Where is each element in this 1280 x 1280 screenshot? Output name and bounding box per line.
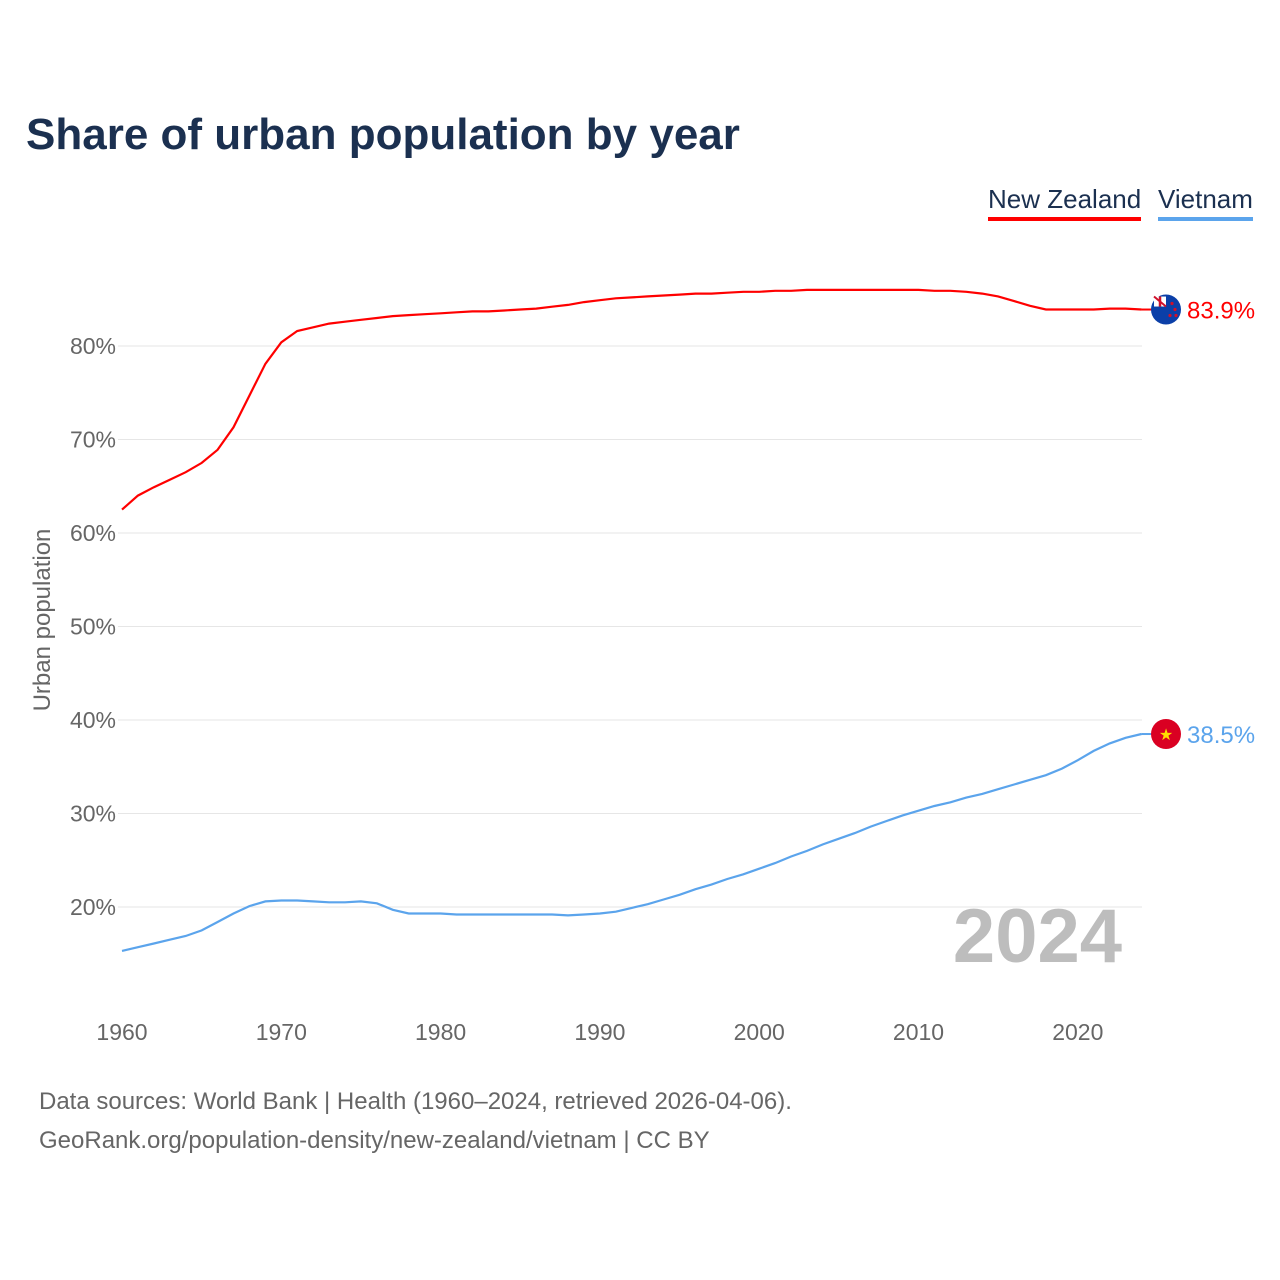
chart-title: Share of urban population by year xyxy=(26,110,740,159)
footer-sources: Data sources: World Bank | Health (1960–… xyxy=(39,1088,792,1115)
x-tick-label: 1980 xyxy=(415,1019,466,1045)
y-axis-label: Urban population xyxy=(29,529,56,712)
y-tick-label: 50% xyxy=(70,614,116,640)
series-line-new-zealand[interactable] xyxy=(121,288,1142,511)
vietnam-flag-icon: ★ xyxy=(1151,719,1181,750)
y-tick-label: 80% xyxy=(70,333,116,359)
footer-attribution[interactable]: GeoRank.org/population-density/new-zeala… xyxy=(39,1127,710,1154)
year-watermark: 2024 xyxy=(953,894,1122,979)
x-tick-label: 2020 xyxy=(1052,1019,1103,1045)
series-line-vietnam[interactable] xyxy=(121,732,1142,952)
end-value-label: 38.5% xyxy=(1187,722,1255,749)
y-tick-label: 60% xyxy=(70,520,116,546)
new-zealand-flag-icon xyxy=(1151,294,1181,325)
y-tick-label: 20% xyxy=(70,894,116,920)
end-value-label: 83.9% xyxy=(1187,298,1255,325)
legend-vietnam[interactable]: Vietnam xyxy=(1158,184,1253,221)
x-tick-label: 1970 xyxy=(256,1019,307,1045)
legend-new-zealand[interactable]: New Zealand xyxy=(988,184,1142,221)
x-tick-label: 1960 xyxy=(96,1019,147,1045)
svg-text:★: ★ xyxy=(1159,727,1173,744)
y-tick-label: 40% xyxy=(70,707,116,733)
x-tick-label: 1990 xyxy=(574,1019,625,1045)
y-tick-label: 30% xyxy=(70,801,116,827)
x-tick-label: 2010 xyxy=(893,1019,944,1045)
y-tick-label: 70% xyxy=(70,427,116,453)
x-tick-label: 2000 xyxy=(734,1019,785,1045)
